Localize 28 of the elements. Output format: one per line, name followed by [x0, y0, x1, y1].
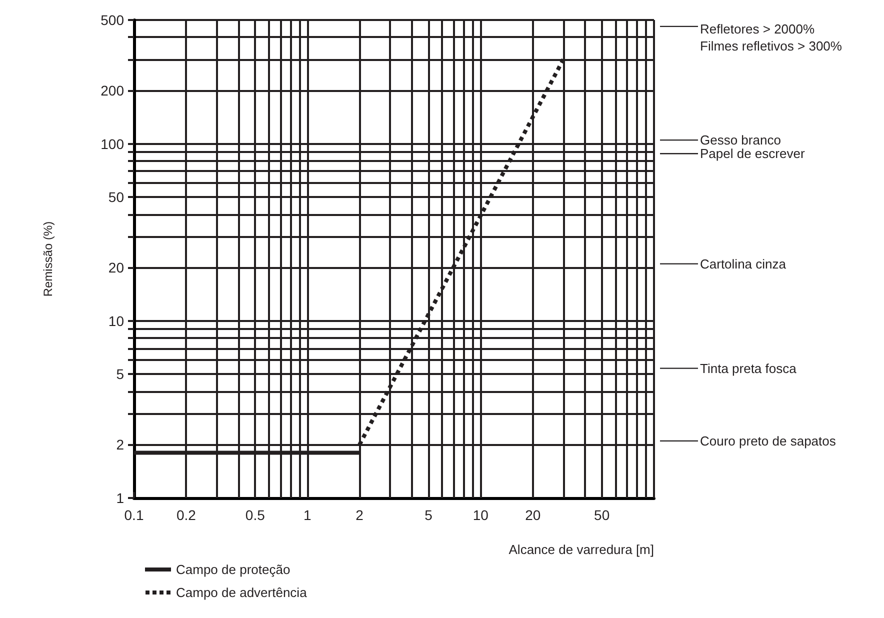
ref-line-label: Papel de escrever	[700, 146, 806, 162]
ref-line-label: Couro preto de sapatos	[700, 433, 836, 448]
y-tick-label: 2	[116, 436, 124, 453]
legend-label: Campo de proteção	[176, 562, 290, 577]
legend-label: Campo de advertência	[176, 585, 308, 600]
x-tick-label: 5	[424, 507, 433, 523]
y-tick-label: 5	[116, 366, 124, 382]
ref-line-label: Tinta preta fosca	[700, 360, 798, 376]
x-tick-label: 50	[594, 507, 610, 523]
x-axis-title: Alcance de varredura [m]	[508, 542, 654, 557]
ref-line-label: Refletores > 2000% Filmes refletivos > 300%	[700, 21, 842, 54]
y-tick-label: 10	[108, 312, 124, 329]
x-tick-label: 10	[472, 507, 489, 523]
ref-line-label: Gesso branco	[700, 132, 781, 148]
x-tick-label: 0.2	[176, 507, 196, 523]
y-axis-title: Remissão (%)	[41, 221, 55, 297]
y-tick-label: 100	[100, 136, 124, 152]
x-tick-label: 0.5	[245, 507, 266, 523]
y-tick-label: 1	[116, 490, 124, 506]
x-tick-label: 0.1	[124, 507, 144, 523]
y-tick-label: 50	[108, 189, 124, 206]
x-tick-label: 1	[303, 507, 312, 523]
x-tick-label: 2	[356, 507, 364, 523]
x-tick-label: 20	[525, 507, 541, 523]
y-tick-label: 500	[100, 12, 124, 28]
ref-line-label: Cartolina cinza	[700, 256, 787, 272]
y-tick-label: 20	[108, 260, 124, 276]
y-tick-label: 200	[100, 82, 124, 98]
